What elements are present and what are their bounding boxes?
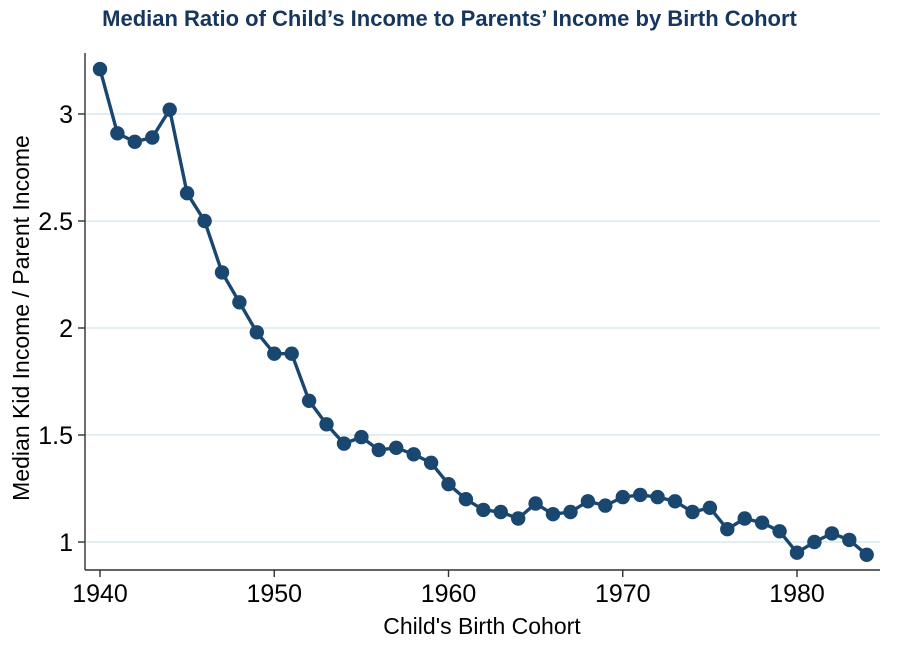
series-polyline [98,67,869,557]
data-point [859,547,874,562]
y-axis-title: Median Kid Income / Parent Income [8,135,34,501]
data-point [511,511,526,526]
axes [84,53,880,571]
data-point [772,524,787,539]
data-point [633,487,648,503]
x-tick-label: 1970 [595,580,651,608]
tick-marks [78,113,798,577]
chart-title: Median Ratio of Child’s Income to Parent… [102,6,797,31]
data-point [493,504,508,520]
data-point [685,504,700,520]
y-tick-label: 2.5 [38,208,73,236]
data-point [720,522,735,537]
data-point [824,526,840,541]
data-point [371,442,386,458]
data-point [807,534,822,550]
data-point [284,346,299,361]
data-point [476,502,491,518]
data-point [650,489,665,505]
y-tick-label: 1.5 [38,422,73,450]
data-point [336,436,352,451]
data-point [354,429,369,445]
data-point [667,494,683,509]
y-tick-label: 2 [59,315,73,343]
data-point [197,213,212,229]
data-point [319,417,334,432]
data-point [702,500,718,515]
data-point [528,496,543,511]
data-points [92,61,874,562]
data-point [545,507,561,522]
data-point [249,325,264,340]
data-point [389,440,404,455]
data-point [598,498,613,513]
data-point [232,295,247,310]
data-point [179,186,195,201]
tick-labels: 1 1.5 2 2.5 3 1940 1950 1960 1970 1980 [38,101,825,608]
data-point [162,102,177,117]
data-point [842,532,857,548]
series-line [98,67,869,557]
data-point [301,393,317,408]
x-axis-title: Child's Birth Cohort [383,613,581,639]
data-point [406,447,421,462]
y-tick-label: 1 [59,529,73,557]
data-point [145,130,160,145]
data-point [580,494,596,509]
data-point [563,504,578,520]
data-point [615,489,630,505]
x-tick-label: 1950 [246,580,302,608]
data-point [737,511,752,526]
data-point [92,61,108,77]
data-point [127,134,142,149]
gridlines [86,113,880,543]
data-point [110,126,125,141]
x-tick-label: 1940 [72,580,128,608]
data-point [441,477,456,492]
data-point [458,492,474,507]
data-point [754,515,770,530]
x-tick-label: 1980 [769,580,825,608]
data-point [267,346,282,361]
x-tick-label: 1960 [421,580,477,608]
data-point [789,545,805,560]
data-point [423,455,439,470]
data-point [214,265,230,280]
y-tick-label: 3 [59,101,73,129]
